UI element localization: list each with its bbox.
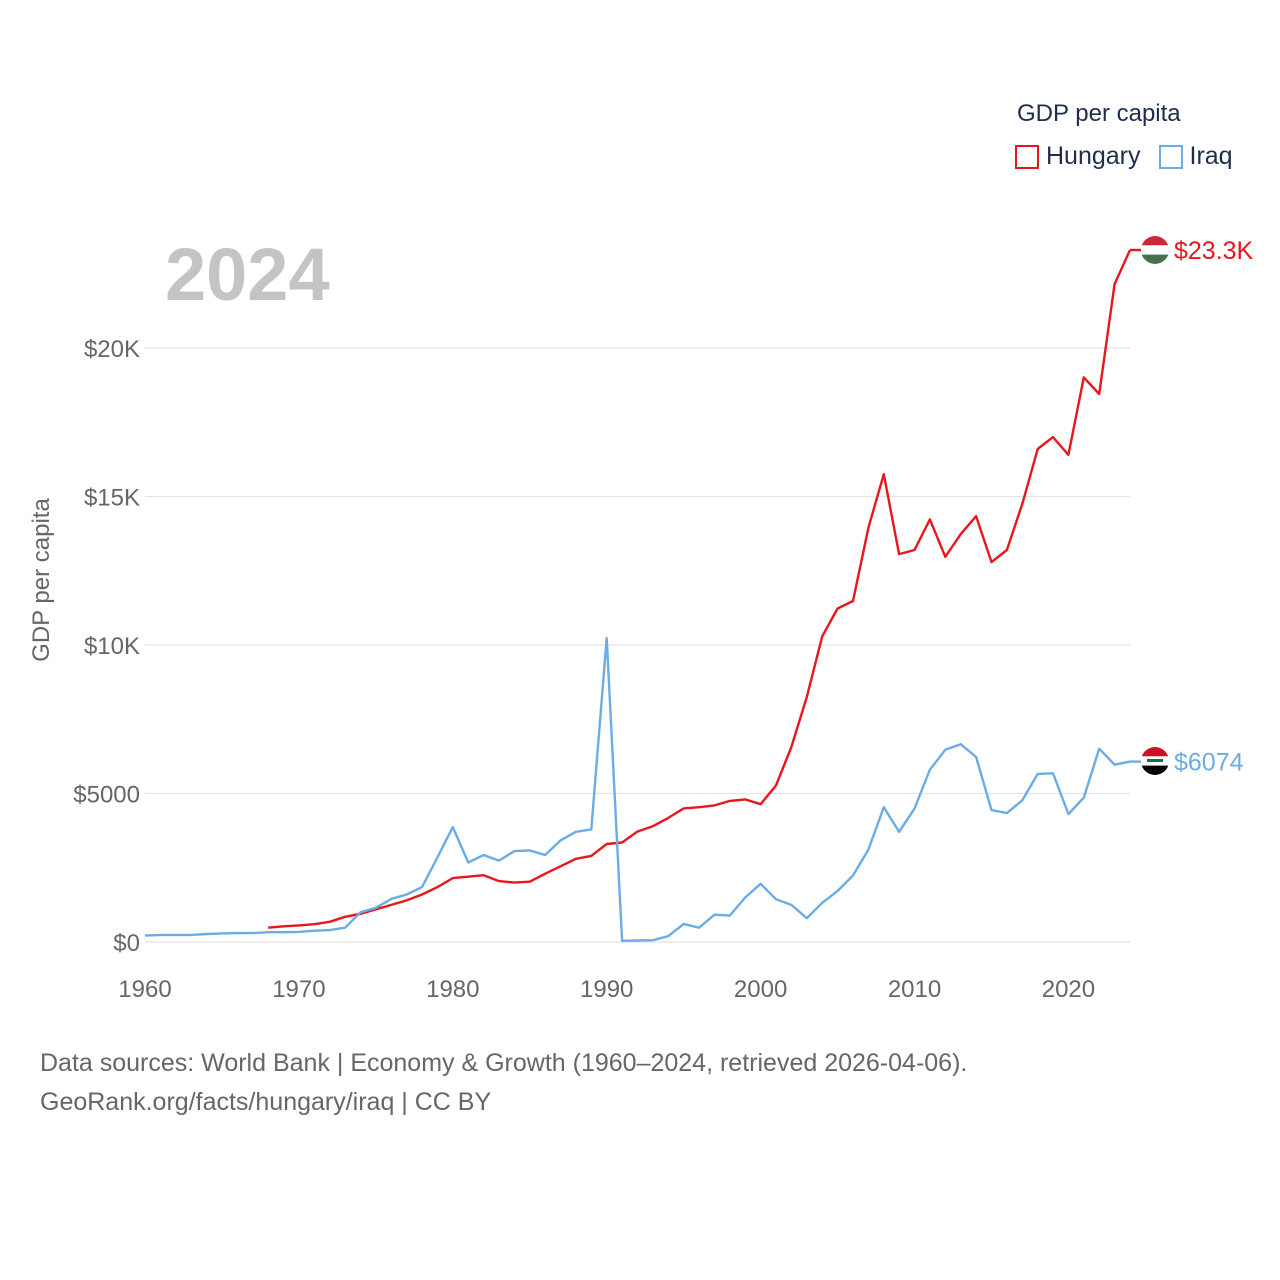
legend-item-iraq[interactable]: Iraq [1158, 142, 1233, 171]
hungary-flag-icon [1141, 236, 1169, 264]
x-tick-label: 1970 [272, 976, 325, 1003]
legend: Hungary Iraq [1015, 142, 1251, 171]
legend-swatch-hungary [1015, 144, 1039, 169]
series-line-iraq [144, 637, 1131, 942]
legend-swatch-iraq [1158, 144, 1183, 169]
legend-label-hungary: Hungary [1046, 142, 1141, 170]
y-tick-label: $5000 [73, 782, 140, 809]
source-line-1: Data sources: World Bank | Economy & Gro… [40, 1049, 968, 1077]
series-lines [144, 249, 1132, 942]
legend-label-iraq: Iraq [1189, 142, 1233, 170]
series-line-hungary [267, 249, 1132, 929]
x-tick-label: 1980 [426, 976, 479, 1003]
series-end-label-iraq: $6074 [1174, 749, 1244, 777]
series-end-markers: $23.3K $6074 [1130, 237, 1254, 777]
y-tick-label: $15K [84, 485, 140, 512]
y-tick-label: $20K [84, 336, 140, 363]
x-tick-label: 2020 [1042, 976, 1095, 1003]
source-line-2: GeoRank.org/facts/hungary/iraq | CC BY [40, 1088, 492, 1116]
x-tick-label: 2000 [734, 976, 787, 1003]
year-label: 2024 [165, 233, 330, 316]
series-end-label-hungary: $23.3K [1174, 237, 1254, 265]
y-axis-ticks: $0 $5000 $10K $15K $20K [73, 336, 140, 957]
y-tick-label: $10K [84, 633, 140, 660]
source-note: Data sources: World Bank | Economy & Gro… [40, 1044, 967, 1122]
x-axis-ticks: 1960 1970 1980 1990 2000 2010 2020 [118, 976, 1095, 1003]
iraq-flag-icon [1141, 747, 1169, 775]
x-tick-label: 1960 [118, 976, 171, 1003]
x-tick-label: 1990 [580, 976, 633, 1003]
gridlines [145, 347, 1130, 943]
legend-item-hungary[interactable]: Hungary [1015, 142, 1141, 171]
line-chart: $0 $5000 $10K $15K $20K 1960 1970 1980 1990 2000… [73, 236, 1254, 1003]
legend-title: GDP per capita [1017, 100, 1181, 127]
x-tick-label: 2010 [888, 976, 941, 1003]
y-tick-label: $0 [113, 930, 140, 957]
